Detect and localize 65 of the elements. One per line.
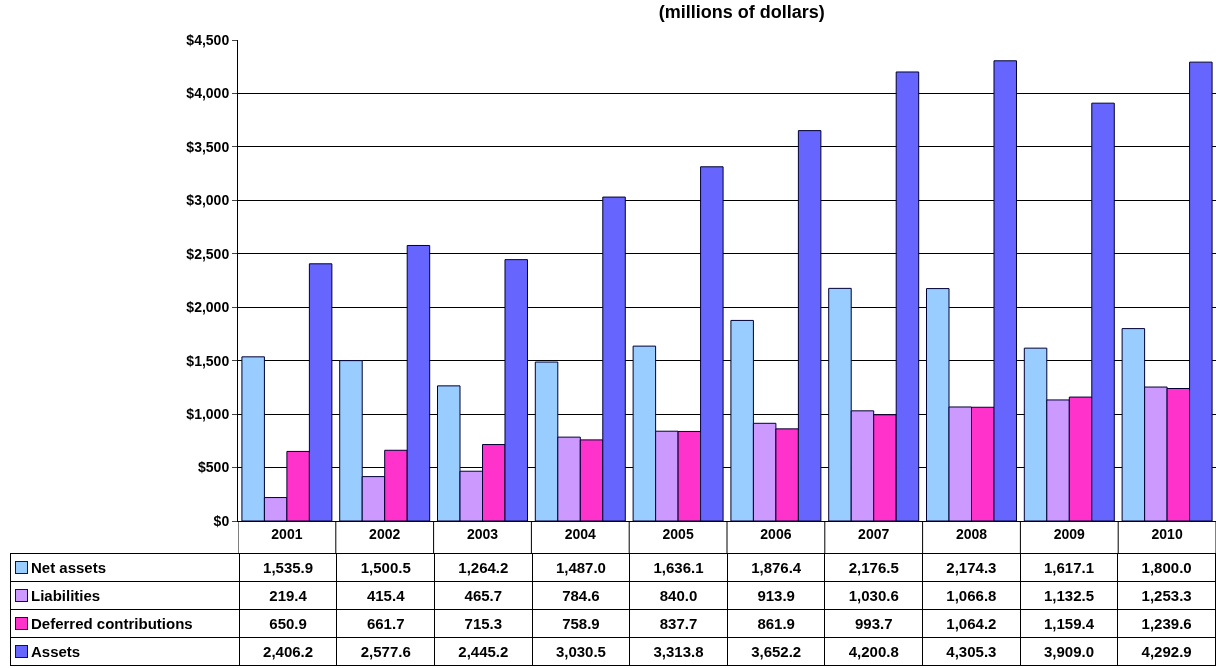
legend-label: Net assets [10,553,240,582]
x-tick-label: 2004 [564,525,597,542]
data-label: 1,876.4 [727,553,825,582]
data-label: 1,800.0 [1117,553,1216,582]
data-label: 2,445.2 [434,637,533,666]
data-label: 2,174.3 [922,553,1021,582]
x-tick-label: 2005 [662,525,694,542]
data-label: 4,292.9 [1117,637,1216,666]
y-tick-label: $4,500 [186,31,230,48]
data-label: 1,487.0 [532,553,630,582]
data-label: 2,176.5 [824,553,923,582]
data-label: 3,652.2 [727,637,825,666]
data-label: 1,064.2 [922,609,1021,638]
y-tick-label: $2,500 [186,245,230,262]
y-tick-label: $1,000 [186,406,230,423]
data-label: 415.4 [336,581,435,610]
legend-label: Liabilities [10,581,240,610]
legend-label: Assets [10,637,240,666]
y-tick-label: $3,500 [186,138,230,155]
chart-title: (millions of dollars) [658,2,825,23]
data-label: 3,909.0 [1020,637,1118,666]
x-tick-label: 2003 [466,525,499,542]
data-label: 4,305.3 [922,637,1021,666]
data-label: 1,264.2 [434,553,533,582]
data-label: 465.7 [434,581,533,610]
y-tick-label: $4,000 [186,85,230,102]
data-label: 715.3 [434,609,533,638]
data-label: 837.7 [629,609,728,638]
data-label: 3,313.8 [629,637,728,666]
data-label: 2,577.6 [336,637,435,666]
y-tick-label: $1,500 [186,352,230,369]
data-label: 1,066.8 [922,581,1021,610]
x-tick-label: 2009 [1053,525,1086,542]
data-label: 661.7 [336,609,435,638]
data-label: 650.9 [239,609,337,638]
x-tick-label: 2001 [271,525,303,542]
data-label: 2,406.2 [239,637,337,666]
data-label: 3,030.5 [532,637,630,666]
data-label: 913.9 [727,581,825,610]
data-label: 758.9 [532,609,630,638]
data-label: 1,617.1 [1020,553,1118,582]
data-label: 1,030.6 [824,581,923,610]
y-tick-label: $0 [213,512,230,529]
x-tick-label: 2010 [1151,525,1183,542]
x-tick-label: 2002 [369,525,401,542]
data-label: 993.7 [824,609,923,638]
data-label: 1,253.3 [1117,581,1216,610]
legend-label: Deferred contributions [10,609,240,638]
data-label: 1,132.5 [1020,581,1118,610]
y-tick-label: $500 [198,459,230,476]
x-tick-label: 2006 [760,525,792,542]
x-tick-label: 2008 [955,525,988,542]
data-label: 4,200.8 [824,637,923,666]
data-label: 1,239.6 [1117,609,1216,638]
data-label: 219.4 [239,581,337,610]
y-tick-label: $3,000 [186,192,230,209]
data-label: 1,500.5 [336,553,435,582]
y-tick-label: $2,000 [186,299,230,316]
data-label: 1,636.1 [629,553,728,582]
data-label: 840.0 [629,581,728,610]
data-label: 1,535.9 [239,553,337,582]
data-label: 861.9 [727,609,825,638]
data-label: 1,159.4 [1020,609,1118,638]
data-label: 784.6 [532,581,630,610]
x-tick-label: 2007 [858,525,890,542]
